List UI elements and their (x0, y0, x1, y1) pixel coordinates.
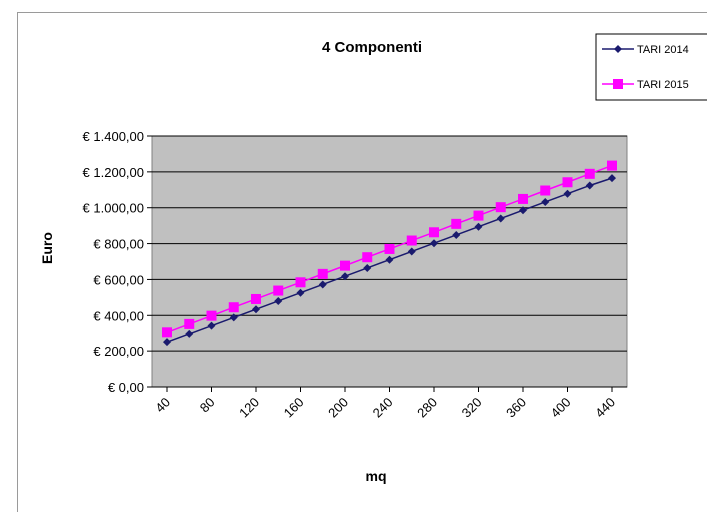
data-point (207, 321, 216, 330)
legend: TARI 2014 TARI 2015 (595, 33, 707, 101)
x-tick-label: 280 (414, 395, 440, 421)
data-point (296, 288, 305, 297)
x-tick-label: 40 (152, 395, 173, 416)
data-point (518, 193, 528, 204)
data-point (473, 210, 484, 221)
y-tick-label: € 600,00 (93, 272, 144, 287)
data-point (340, 260, 350, 271)
data-point (585, 181, 594, 190)
data-point (229, 313, 238, 322)
legend-label: TARI 2014 (637, 44, 689, 56)
data-point (562, 177, 573, 188)
legend-label: TARI 2015 (637, 79, 689, 91)
data-point (607, 160, 617, 171)
x-tick-label: 160 (281, 395, 307, 421)
y-tick-label: € 0,00 (108, 380, 144, 395)
x-axis-ticks: 40 80 120 160 200 240 280 320 360 400 440 (152, 386, 627, 421)
data-point (318, 280, 327, 289)
data-point (295, 277, 306, 288)
data-point (384, 243, 395, 254)
data-point (184, 318, 195, 329)
data-point (406, 235, 417, 246)
y-axis-title: Euro (39, 232, 55, 264)
data-point (228, 302, 239, 313)
chart-title: 4 Componenti (322, 39, 422, 56)
data-point (614, 45, 622, 53)
data-point (474, 222, 483, 231)
data-point (317, 268, 328, 279)
data-point (274, 296, 283, 305)
x-tick-label: 240 (370, 395, 396, 421)
series-layer (162, 160, 617, 347)
data-point (407, 247, 416, 256)
y-tick-label: € 200,00 (93, 344, 144, 359)
data-point (496, 214, 505, 223)
data-point (206, 310, 217, 321)
data-point (341, 272, 349, 281)
x-tick-label: 320 (459, 395, 485, 421)
data-point (430, 239, 438, 248)
y-tick-label: € 400,00 (93, 308, 144, 323)
data-point (251, 293, 261, 304)
x-tick-label: 200 (325, 395, 351, 421)
data-point (541, 197, 550, 206)
data-point (385, 255, 394, 264)
data-point (584, 168, 595, 179)
data-point (451, 218, 462, 229)
y-tick-label: € 1.400,00 (83, 129, 144, 144)
data-point (429, 227, 439, 238)
data-point (363, 263, 372, 272)
y-tick-label: € 1.000,00 (83, 201, 144, 216)
legend-item: TARI 2014 (602, 44, 689, 56)
data-point (613, 79, 623, 89)
y-axis-ticks: € 0,00 € 200,00 € 400,00 € 600,00 € 800,00 € … (83, 129, 152, 395)
data-point (362, 252, 373, 263)
data-point (273, 285, 284, 296)
data-point (163, 338, 171, 347)
x-tick-label: 400 (548, 395, 574, 421)
x-tick-label: 440 (592, 395, 618, 421)
data-point (252, 305, 260, 314)
y-tick-label: € 1.200,00 (83, 165, 144, 180)
x-tick-label: 360 (503, 395, 529, 421)
data-point (185, 329, 194, 338)
y-tick-label: € 800,00 (93, 237, 144, 252)
chart-frame (17, 12, 707, 512)
data-point (162, 327, 172, 338)
data-point (563, 189, 572, 198)
data-point (495, 202, 506, 213)
data-point (519, 206, 527, 215)
legend-item: TARI 2015 (602, 79, 689, 91)
x-axis-title: mq (366, 468, 387, 484)
series-tari-2015 (162, 160, 617, 338)
series-tari-2014 (163, 174, 616, 347)
data-point (540, 185, 551, 196)
data-point (608, 174, 616, 183)
x-tick-label: 120 (236, 395, 262, 421)
data-point (452, 230, 461, 239)
x-tick-label: 80 (197, 395, 218, 416)
